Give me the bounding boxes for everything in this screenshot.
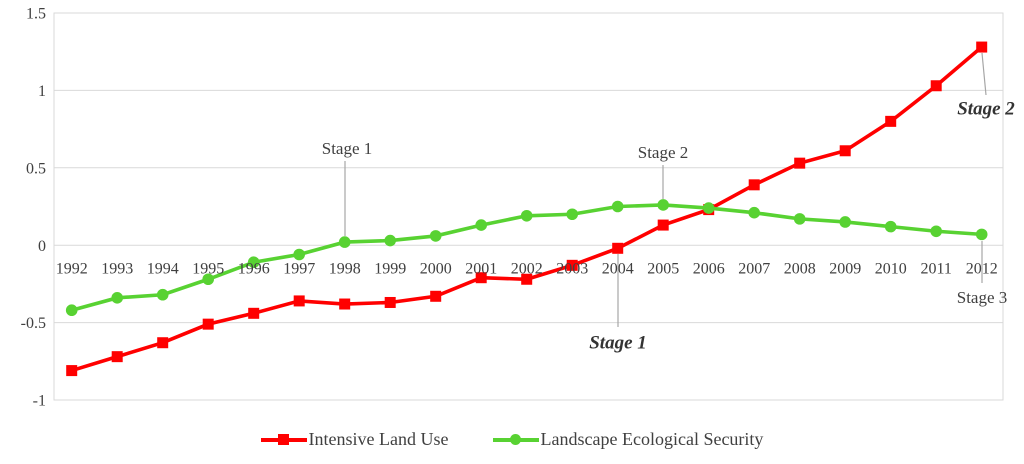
- landscape-ecological-security-marker-1997: [293, 248, 306, 261]
- intensive-land-use-marker-2009: [839, 145, 851, 157]
- landscape-ecological-security-marker-2009: [839, 216, 851, 228]
- intensive-land-use-marker-2007: [748, 179, 760, 191]
- legend-label-intensive-land-use: Intensive Land Use: [308, 429, 449, 449]
- landscape-ecological-security-marker-1995: [202, 273, 214, 286]
- landscape-ecological-security-marker-2010: [884, 220, 897, 233]
- x-axis-label-2011: 2011: [920, 261, 951, 278]
- landscape-ecological-security-marker-1999: [384, 234, 397, 247]
- intensive-land-use-marker-2011: [930, 80, 942, 92]
- x-axis-label-2003: 2003: [556, 261, 588, 278]
- intensive-land-use-marker-2001: [475, 272, 487, 284]
- intensive-land-use-marker-1992: [66, 365, 78, 377]
- x-axis-label-2000: 2000: [420, 261, 452, 278]
- intensive-land-use-marker-2003: [566, 259, 578, 271]
- annotation-stage-2-2: Stage 2: [638, 143, 689, 162]
- intensive-land-use-marker-1996: [248, 307, 260, 319]
- red-square-series-icon: [260, 434, 307, 446]
- intensive-land-use-marker-2000: [430, 290, 442, 302]
- legend: Intensive Land Use Landscape Ecological …: [0, 429, 1024, 450]
- legend-item-intensive-land-use: Intensive Land Use: [260, 429, 449, 450]
- x-axis-label-2009: 2009: [829, 261, 861, 278]
- x-axis-label-2001: 2001: [465, 261, 497, 278]
- green-circle-series-icon: [492, 434, 539, 446]
- x-axis-label-2005: 2005: [647, 261, 679, 278]
- y-axis-label-1.5: 1.5: [26, 6, 46, 23]
- landscape-ecological-security-marker-2012: [975, 228, 988, 241]
- x-axis-label-2006: 2006: [693, 261, 725, 278]
- landscape-ecological-security-marker-2006: [702, 202, 715, 214]
- y-axis-label-0.5: 0.5: [26, 160, 46, 177]
- landscape-ecological-security-marker-2001: [475, 219, 488, 231]
- x-axis-label-1999: 1999: [374, 261, 406, 278]
- intensive-land-use-marker-2012: [976, 41, 988, 53]
- landscape-ecological-security-marker-2003: [566, 208, 578, 221]
- intensive-land-use-marker-2010: [885, 115, 897, 127]
- x-axis-label-1996: 1996: [238, 261, 270, 278]
- annotation-stage-3-5: Stage 3: [957, 288, 1008, 307]
- annotation-stage-2-4: Stage 2: [957, 99, 1015, 120]
- x-axis-label-1994: 1994: [147, 261, 179, 278]
- intensive-land-use-marker-2008: [794, 157, 806, 169]
- landscape-ecological-security-marker-1993: [111, 292, 123, 304]
- x-axis-label-1997: 1997: [283, 261, 315, 278]
- landscape-ecological-security-marker-1994: [156, 288, 169, 301]
- x-axis-label-2002: 2002: [511, 261, 543, 278]
- y-axis-label--1: -1: [33, 393, 46, 410]
- landscape-ecological-security-marker-2008: [793, 213, 806, 225]
- x-axis-label-1995: 1995: [192, 261, 224, 278]
- x-axis-label-2008: 2008: [784, 261, 816, 278]
- landscape-ecological-security-marker-2005: [657, 199, 669, 211]
- landscape-ecological-security-marker-1998: [338, 236, 351, 248]
- x-axis-label-2007: 2007: [738, 261, 770, 278]
- y-axis-label-0: 0: [38, 238, 46, 255]
- chart-canvas: 1.5 1 0.5 0 -0.5 -1 1992 1993 1994 1995 1996 1997 19…: [21, 6, 1016, 410]
- intensive-land-use-marker-2004: [612, 242, 624, 254]
- landscape-ecological-security-marker-2000: [429, 230, 442, 242]
- plot-border: [53, 12, 1004, 401]
- series-landscape-ecological-security: [65, 199, 988, 317]
- landscape-ecological-security-marker-2007: [748, 206, 760, 219]
- series-intensive-land-use: [66, 41, 988, 377]
- annotation-stage-1-3: Stage 1: [589, 333, 647, 354]
- intensive-land-use-marker-1998: [339, 298, 351, 310]
- landscape-ecological-security-marker-1992: [65, 304, 78, 317]
- landscape-ecological-security-marker-1996: [247, 256, 260, 269]
- intensive-land-use-marker-1993: [111, 351, 123, 363]
- y-axis-label--0.5: -0.5: [21, 315, 46, 332]
- intensive-land-use-marker-2002: [521, 273, 533, 285]
- legend-label-landscape-ecological-security: Landscape Ecological Security: [540, 429, 764, 449]
- y-axis-label-1: 1: [38, 83, 46, 100]
- x-axis-label-2010: 2010: [875, 261, 907, 278]
- intensive-land-use-marker-1997: [293, 295, 305, 307]
- x-axis-label-1993: 1993: [101, 261, 133, 278]
- landscape-ecological-security-marker-2002: [520, 209, 533, 222]
- x-axis-label-1992: 1992: [56, 261, 88, 278]
- intensive-land-use-marker-1994: [157, 337, 169, 349]
- intensive-land-use-marker-2005: [657, 219, 669, 231]
- landscape-ecological-security-marker-2011: [930, 225, 942, 238]
- annotation-line-4: [981, 52, 987, 96]
- landscape-ecological-security-marker-2004: [611, 200, 624, 213]
- intensive-land-use-marker-1999: [384, 296, 396, 308]
- intensive-land-use-marker-1995: [202, 318, 214, 330]
- legend-item-landscape-ecological-security: Landscape Ecological Security: [492, 429, 764, 450]
- annotation-stage-1-1: Stage 1: [322, 139, 373, 158]
- x-axis-label-1998: 1998: [329, 261, 361, 278]
